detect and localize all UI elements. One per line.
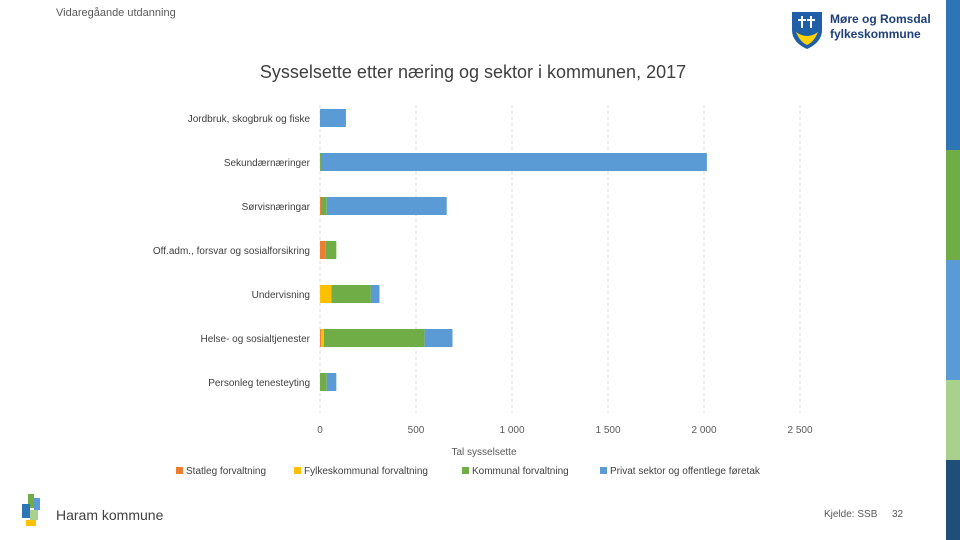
bar-segment xyxy=(320,329,321,347)
bar-segment xyxy=(320,197,321,215)
category-label: Sekundærnæringer xyxy=(224,158,311,169)
logo-text-line1: Møre og Romsdal xyxy=(830,12,931,26)
category-label: Jordbruk, skogbruk og fiske xyxy=(188,114,311,125)
source-label: Kjelde: SSB xyxy=(824,509,878,520)
section-header: Vidaregåande utdanning xyxy=(56,7,176,19)
category-label: Off.adm., forsvar og sosialforsikring xyxy=(153,246,310,257)
county-logo: Møre og Romsdal fylkeskommune xyxy=(790,10,940,54)
bar-segment xyxy=(424,329,453,347)
legend-swatch xyxy=(176,467,183,474)
category-label: Sørvisnæringar xyxy=(242,202,311,213)
bar-segment xyxy=(326,197,447,215)
footer-logo-icon xyxy=(22,494,46,528)
bar-segment xyxy=(325,241,337,259)
bar-segment xyxy=(331,285,371,303)
x-tick-label: 2 000 xyxy=(691,425,716,436)
legend-label: Statleg forvaltning xyxy=(186,466,266,477)
stacked-bar-chart: 0 500 1 000 1 500 2 000 2 500 Jordbruk, skogbr… xyxy=(153,105,813,477)
x-tick-label: 0 xyxy=(317,425,323,436)
legend-label: Fylkeskommunal forvaltning xyxy=(304,466,428,477)
municipality-name: Haram kommune xyxy=(56,507,164,523)
bar-segment xyxy=(320,153,707,171)
x-tick-label: 2 500 xyxy=(787,425,812,436)
right-decor-bar xyxy=(946,0,960,540)
bar-segment xyxy=(320,285,332,303)
page-number: 32 xyxy=(892,509,904,520)
bar-segment xyxy=(370,285,380,303)
legend-label: Kommunal forvaltning xyxy=(472,466,569,477)
bar-segment xyxy=(320,241,326,259)
x-axis-label: Tal sysselsette xyxy=(451,447,516,458)
x-tick-label: 500 xyxy=(408,425,425,436)
category-label: Helse- og sosialtjenester xyxy=(201,334,311,345)
x-tick-label: 1 000 xyxy=(499,425,524,436)
legend-label: Privat sektor og offentlege føretak xyxy=(610,466,761,477)
bar-segment xyxy=(320,153,321,171)
legend-swatch xyxy=(600,467,607,474)
bar-segment xyxy=(326,373,337,391)
bar-segment xyxy=(320,373,327,391)
category-label: Personleg tenesteyting xyxy=(208,378,310,389)
logo-text-line2: fylkeskommune xyxy=(830,27,921,41)
chart-title: Sysselsette etter næring og sektor i kom… xyxy=(259,62,687,82)
coat-of-arms-icon xyxy=(792,12,822,49)
legend-swatch xyxy=(462,467,469,474)
bar-segment xyxy=(320,197,327,215)
category-label: Undervisning xyxy=(252,290,310,301)
x-tick-label: 1 500 xyxy=(595,425,620,436)
bar-segment xyxy=(320,329,324,347)
bar-segment xyxy=(320,109,346,127)
bar-segment xyxy=(323,329,425,347)
legend-swatch xyxy=(294,467,301,474)
